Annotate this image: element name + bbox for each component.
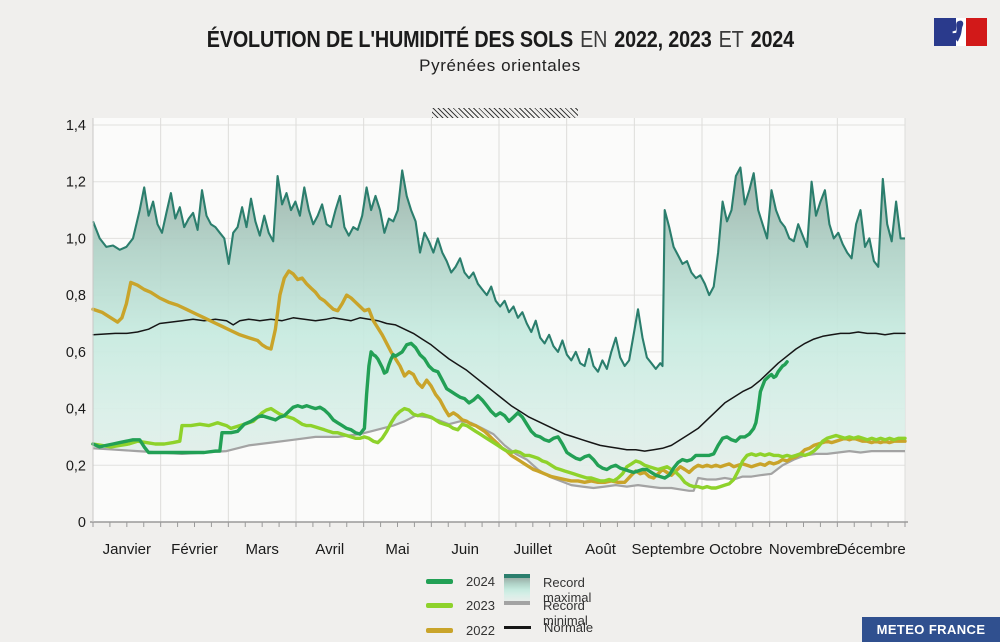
- legend-swatch-2023: [426, 603, 453, 609]
- legend-item-2022: 2022: [426, 618, 495, 642]
- meteo-france-logo: METEO FRANCE: [862, 617, 1000, 642]
- legend-item-2023: 2023: [426, 594, 495, 619]
- svg-text:1,4: 1,4: [66, 118, 86, 134]
- svg-text:0,8: 0,8: [66, 288, 86, 304]
- svg-text:Septembre: Septembre: [631, 541, 704, 558]
- record-band-fill: [93, 167, 905, 491]
- legend-swatch-2022: [426, 627, 453, 633]
- svg-text:Janvier: Janvier: [103, 541, 151, 558]
- titlebar: ÉVOLUTION DE L'HUMIDITÉ DES SOLS EN 2022…: [0, 26, 1000, 76]
- page-subtitle: Pyrénées orientales: [419, 56, 581, 75]
- legend-label-2024: 2024: [466, 573, 495, 589]
- svg-text:Mai: Mai: [385, 541, 409, 558]
- title-in: EN: [579, 26, 607, 52]
- hatch-decoration: [432, 108, 578, 118]
- series-2024: [91, 341, 789, 480]
- title-and: ET: [718, 26, 744, 52]
- legend-label-record-max: Record maximal: [543, 575, 592, 605]
- svg-text:Novembre: Novembre: [769, 541, 838, 558]
- title-main: ÉVOLUTION DE L'HUMIDITÉ DES SOLS: [206, 26, 573, 52]
- legend-swatch-2024: [426, 578, 453, 584]
- legend-label-2023: 2023: [466, 598, 495, 614]
- meteo-france-logo-text: METEO FRANCE: [876, 622, 986, 637]
- series-2022: [91, 269, 907, 484]
- record-minimal-line: [92, 414, 905, 492]
- svg-text:0: 0: [78, 515, 86, 531]
- title-years-b: 2024: [750, 26, 794, 52]
- svg-text:0,4: 0,4: [66, 402, 86, 418]
- legend-record-band-swatch: [504, 574, 530, 605]
- french-flag-icon: [934, 18, 987, 46]
- title-years-a: 2022, 2023: [613, 26, 712, 52]
- svg-text:0,2: 0,2: [66, 458, 86, 474]
- svg-text:Octobre: Octobre: [709, 541, 762, 558]
- svg-text:Avril: Avril: [315, 541, 344, 558]
- series-2023: [91, 406, 907, 490]
- legend-item-normale: Normale: [504, 620, 593, 635]
- svg-text:1,0: 1,0: [66, 231, 86, 247]
- svg-text:Décembre: Décembre: [837, 541, 906, 558]
- legend-swatch-normale: [504, 626, 531, 629]
- x-axis-ticks: [92, 522, 906, 527]
- page-title: ÉVOLUTION DE L'HUMIDITÉ DES SOLS EN 2022…: [206, 26, 793, 53]
- legend-item-2024: 2024: [426, 569, 495, 594]
- month-labels: Janvier Février Mars Avril Mai Juin Juillet Aoû…: [103, 541, 906, 558]
- legend-years-column: 2024 2023 2022: [426, 569, 495, 642]
- svg-text:Août: Août: [585, 541, 617, 558]
- svg-text:Juillet: Juillet: [514, 541, 553, 558]
- y-tick-labels: 0 0,2 0,4 0,6 0,8 1,0 1,2 1,4: [66, 118, 86, 531]
- svg-text:Juin: Juin: [451, 541, 479, 558]
- svg-text:Février: Février: [171, 541, 218, 558]
- legend-label-record-min: Record minimal: [543, 598, 588, 628]
- legend-label-normale: Normale: [544, 620, 594, 635]
- svg-text:1,2: 1,2: [66, 175, 86, 191]
- chart-area: 0 0,2 0,4 0,6 0,8 1,0 1,2 1,4 Janvier Février Mars…: [66, 118, 908, 558]
- record-maximal-line: [92, 166, 905, 373]
- svg-text:0,6: 0,6: [66, 345, 86, 361]
- legend-label-2022: 2022: [466, 622, 495, 638]
- svg-text:Mars: Mars: [245, 541, 278, 558]
- series-Normale: [92, 317, 906, 452]
- soil-moisture-chart: 0 0,2 0,4 0,6 0,8 1,0 1,2 1,4 Janvier Février Mars…: [66, 118, 908, 558]
